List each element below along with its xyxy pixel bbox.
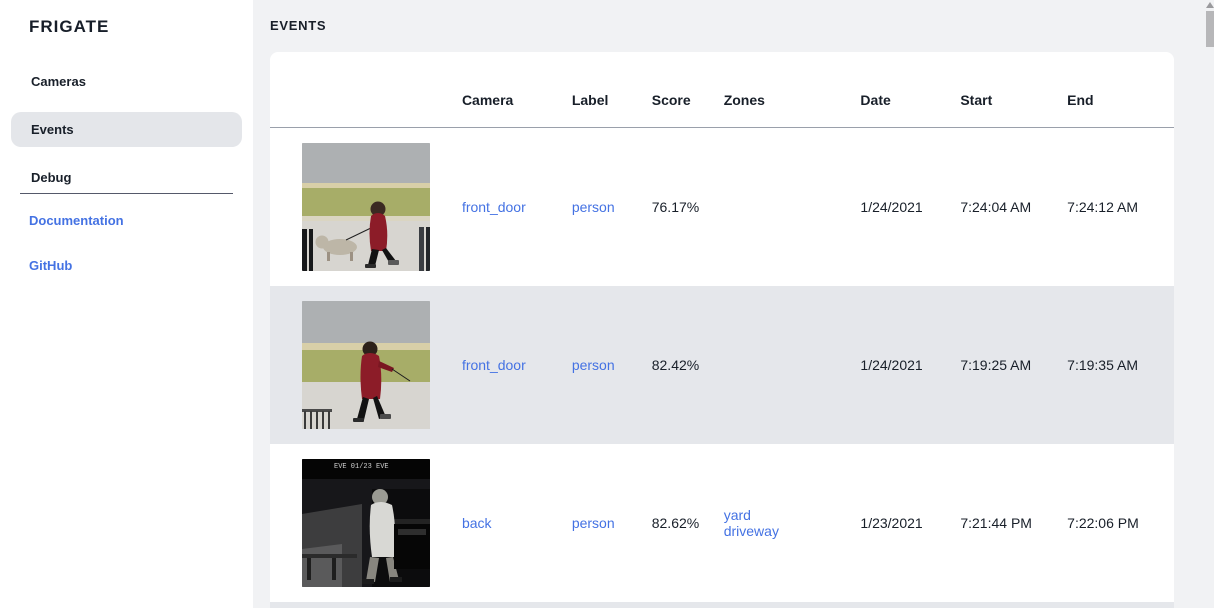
svg-text:EVE 01/23 EVE: EVE 01/23 EVE (334, 463, 389, 471)
